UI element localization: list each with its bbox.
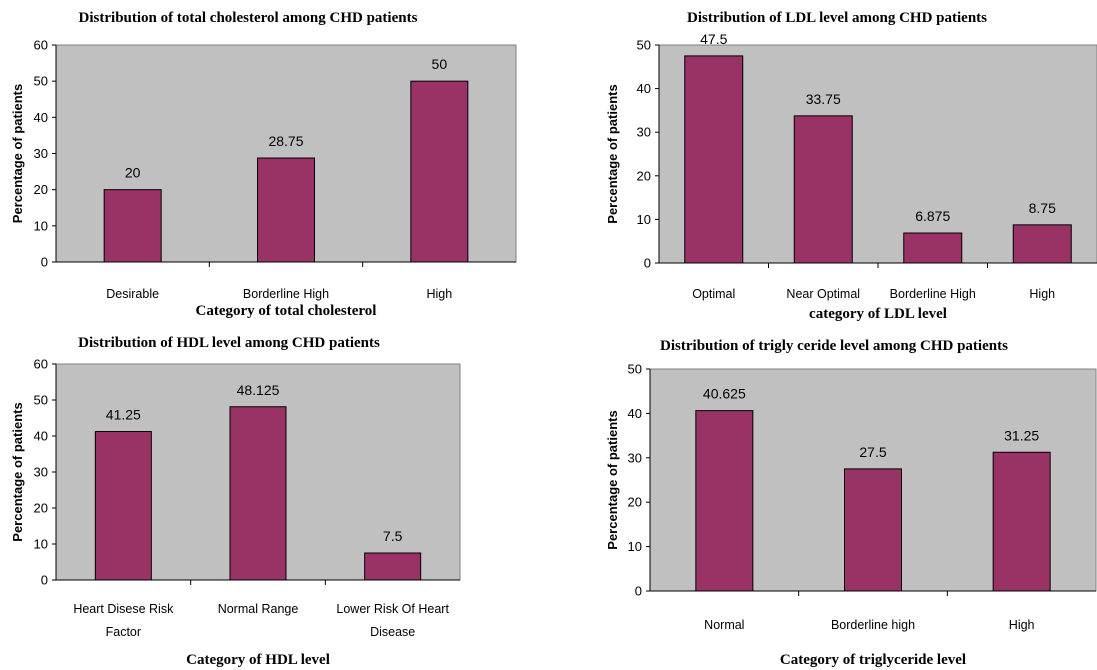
y-tick-label: 40: [34, 429, 48, 444]
data-label: 48.125: [237, 382, 280, 398]
category-label: Disease: [370, 625, 415, 639]
y-tick-label: 0: [41, 255, 48, 270]
x-axis-title: Category of total cholesterol: [196, 303, 377, 319]
category-label: High: [1029, 287, 1055, 301]
category-label: Desirable: [106, 287, 159, 301]
y-tick-label: 40: [637, 81, 651, 96]
category-label: Borderline High: [890, 287, 976, 301]
y-tick-label: 0: [635, 584, 642, 599]
category-label: High: [1009, 618, 1035, 632]
chart-title: Distribution of total cholesterol among …: [79, 10, 418, 26]
y-tick-label: 30: [637, 125, 651, 140]
category-label: Normal Range: [218, 602, 299, 616]
bar-series: 41.25 48.125 7.5: [94, 382, 422, 581]
category-label: Optimal: [692, 287, 735, 301]
data-label: 40.625: [703, 386, 746, 402]
data-label: 27.5: [859, 444, 886, 460]
bar: [903, 232, 963, 264]
y-tick-label: 10: [628, 539, 642, 554]
y-tick-label: 50: [637, 38, 651, 53]
data-label: 6.875: [915, 208, 950, 224]
chart-title: Distribution of trigly ceride level amon…: [660, 338, 1008, 354]
chart-total-cholesterol: Distribution of total cholesterol among …: [10, 10, 517, 319]
y-axis-title: Percentage of patients: [10, 402, 25, 541]
data-label: 47.5: [700, 31, 727, 47]
chart-title: Distribution of HDL level among CHD pati…: [78, 335, 380, 351]
y-tick-label: 50: [34, 393, 48, 408]
bar: [103, 189, 162, 263]
bar: [844, 468, 902, 592]
y-tick-label: 10: [637, 212, 651, 227]
y-tick-label: 30: [34, 465, 48, 480]
x-tick-labels: Normal Borderline high High: [704, 591, 1035, 632]
category-label: Factor: [106, 625, 141, 639]
y-tick-label: 20: [628, 495, 642, 510]
bar: [1012, 224, 1072, 264]
bar-series: 40.625 27.5 31.25: [695, 386, 1051, 592]
bar: [410, 80, 469, 263]
bar-series: 47.5 33.75 6.875 8.75: [684, 31, 1072, 264]
y-tick-label: 50: [628, 362, 642, 377]
y-tick-label: 60: [34, 357, 48, 372]
category-label: Borderline high: [831, 618, 915, 632]
y-tick-labels: 0 10 20 30 40 50 60: [34, 357, 56, 588]
y-tick-label: 30: [34, 146, 48, 161]
chart-title: Distribution of LDL level among CHD pati…: [687, 10, 987, 26]
chart-ldl-level: Distribution of LDL level among CHD pati…: [605, 10, 1097, 322]
category-label: Lower Risk Of Heart: [336, 602, 449, 616]
data-label: 41.25: [106, 407, 141, 423]
bar: [257, 157, 315, 263]
data-label: 31.25: [1004, 427, 1039, 443]
y-axis-title: Percentage of patients: [605, 410, 620, 549]
bar: [793, 115, 853, 264]
bar: [364, 552, 422, 581]
category-label: Normal: [704, 618, 744, 632]
y-tick-label: 60: [34, 38, 48, 53]
y-tick-label: 10: [34, 218, 48, 233]
y-tick-label: 10: [34, 537, 48, 552]
chart-hdl-level: Distribution of HDL level among CHD pati…: [10, 335, 461, 668]
y-tick-label: 30: [628, 450, 642, 465]
x-tick-labels: Heart Disese Risk Factor Normal Range Lower…: [73, 580, 449, 639]
data-label: 7.5: [383, 528, 403, 544]
x-axis-title: Category of triglyceride level: [780, 652, 966, 668]
y-tick-label: 20: [637, 168, 651, 183]
y-tick-label: 20: [34, 501, 48, 516]
x-axis-title: category of LDL level: [809, 306, 947, 322]
category-label: Heart Disese Risk: [73, 602, 174, 616]
data-label: 20: [125, 165, 141, 181]
category-label: Borderline High: [243, 287, 329, 301]
category-label: Near Optimal: [786, 287, 860, 301]
bar-series: 20 28.75 50: [103, 56, 469, 263]
bar: [992, 451, 1051, 592]
bar: [684, 55, 744, 264]
y-tick-label: 40: [628, 406, 642, 421]
data-label: 28.75: [268, 133, 303, 149]
x-tick-labels: Optimal Near Optimal Borderline High High: [692, 263, 1055, 301]
y-tick-labels: 0 10 20 30 40 50: [628, 362, 650, 599]
bar: [94, 431, 152, 581]
y-axis-title: Percentage of patients: [10, 84, 25, 223]
x-tick-labels: Desirable Borderline High High: [106, 262, 452, 301]
x-axis-title: Category of HDL level: [186, 652, 330, 668]
y-tick-labels: 0 10 20 30 40 50 60: [34, 38, 56, 270]
y-tick-label: 0: [644, 256, 651, 271]
bar: [229, 406, 287, 581]
y-tick-label: 40: [34, 110, 48, 125]
category-label: High: [426, 287, 452, 301]
y-tick-label: 0: [41, 573, 48, 588]
y-tick-label: 20: [34, 182, 48, 197]
data-label: 8.75: [1029, 200, 1056, 216]
y-tick-label: 50: [34, 74, 48, 89]
data-label: 50: [432, 56, 448, 72]
bar: [695, 410, 754, 592]
data-label: 33.75: [806, 91, 841, 107]
chart-triglyceride-level: Distribution of trigly ceride level amon…: [605, 338, 1097, 668]
y-axis-title: Percentage of patients: [605, 84, 620, 223]
y-tick-labels: 0 10 20 30 40 50: [637, 38, 659, 271]
